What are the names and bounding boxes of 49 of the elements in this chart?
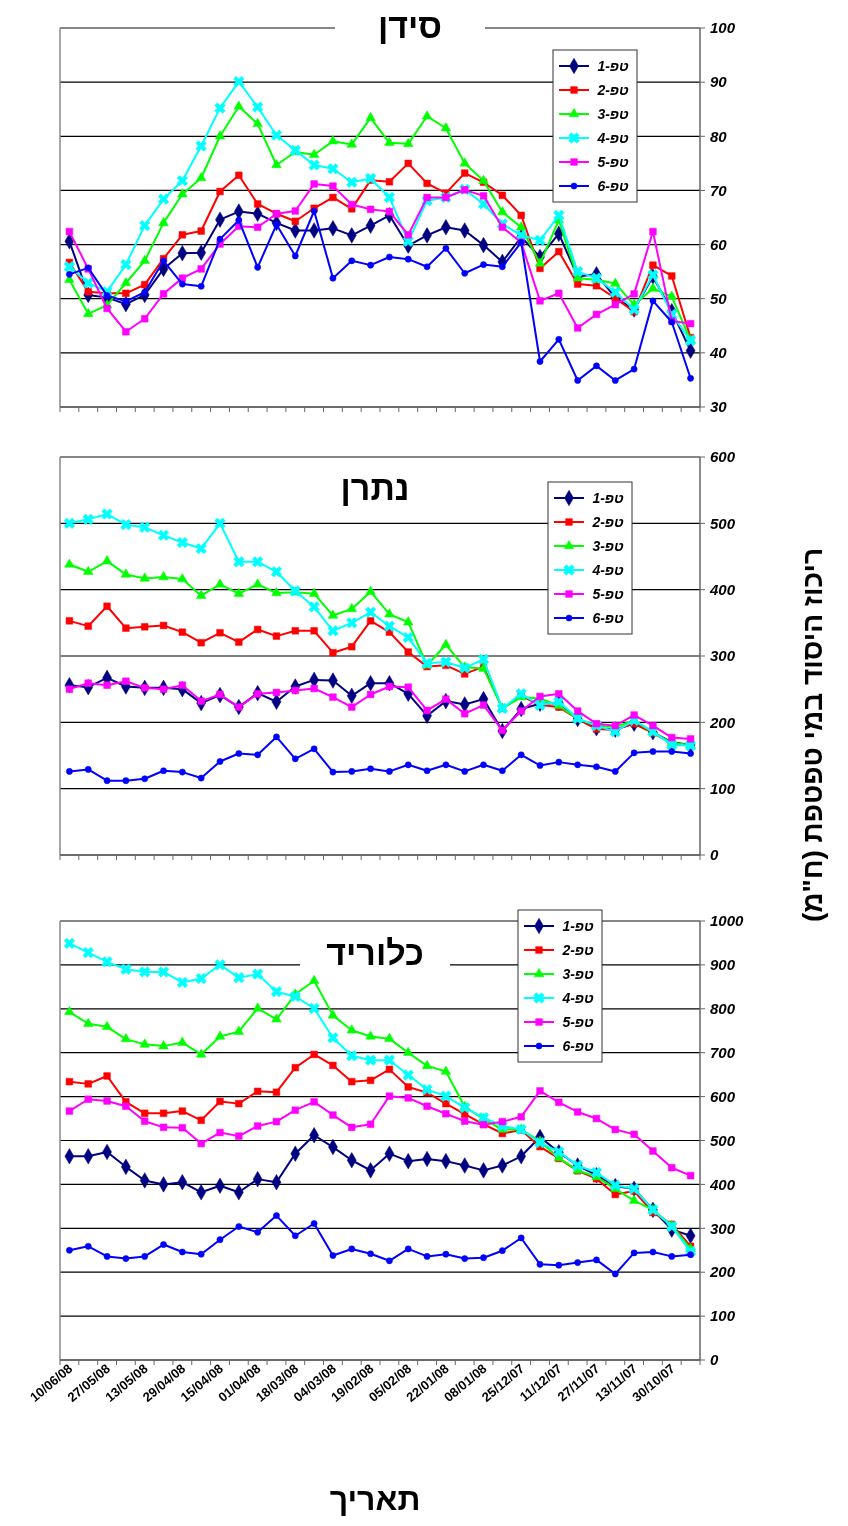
- y-tick-label: 500: [710, 514, 736, 532]
- y-tick-label: 0: [710, 846, 719, 864]
- y-tick-label: 700: [710, 1043, 736, 1061]
- legend-label: טפ-2: [591, 513, 624, 530]
- legend-label: טפ-3: [592, 537, 624, 554]
- y-tick-label: 400: [709, 1175, 736, 1193]
- y-tick-label: 60: [710, 235, 728, 253]
- legend-label: טפ-4: [561, 989, 594, 1006]
- legend-label: טפ-3: [597, 105, 629, 122]
- y-axis-title: ריכוז היסוד במי טפטפת (ח"מ): [797, 547, 828, 923]
- legend-label: טפ-3: [562, 965, 594, 982]
- legend-label: טפ-2: [596, 81, 629, 98]
- legend-label: טפ-6: [592, 609, 624, 626]
- legend-label: טפ-5: [597, 153, 629, 170]
- y-tick-label: 500: [710, 1131, 736, 1149]
- y-tick-label: 100: [710, 779, 736, 797]
- y-tick-label: 400: [709, 580, 736, 598]
- y-tick-label: 40: [709, 344, 728, 362]
- y-tick-label: 100: [710, 19, 736, 37]
- y-tick-label: 80: [710, 127, 728, 145]
- y-tick-label: 300: [710, 647, 736, 665]
- y-tick-label: 90: [710, 73, 728, 91]
- legend-label: טפ-1: [597, 57, 629, 74]
- chart-title: נתרן: [340, 469, 410, 507]
- legend-label: טפ-4: [596, 129, 629, 146]
- y-tick-label: 0: [710, 1351, 719, 1369]
- y-tick-label: 1000: [710, 912, 745, 930]
- y-tick-label: 800: [710, 1000, 736, 1018]
- y-tick-label: 70: [710, 181, 728, 199]
- y-tick-label: 300: [710, 1219, 736, 1237]
- y-tick-label: 100: [710, 1307, 736, 1325]
- legend-label: טפ-1: [562, 917, 594, 934]
- chart-title: סידן: [377, 7, 443, 45]
- y-tick-label: 200: [709, 713, 736, 731]
- legend-label: טפ-6: [562, 1037, 594, 1054]
- y-tick-label: 600: [710, 1087, 736, 1105]
- y-tick-label: 200: [709, 1263, 736, 1281]
- legend-label: טפ-2: [561, 941, 594, 958]
- y-tick-label: 50: [710, 289, 728, 307]
- y-tick-label: 600: [710, 448, 736, 466]
- legend-label: טפ-4: [591, 561, 624, 578]
- y-tick-label: 900: [710, 956, 736, 974]
- legend-label: טפ-5: [562, 1013, 594, 1030]
- legend-label: טפ-6: [597, 177, 629, 194]
- x-axis-title: תאריך: [329, 1481, 421, 1517]
- y-tick-label: 30: [710, 398, 728, 416]
- legend-label: טפ-1: [592, 489, 624, 506]
- chart-title: כלוריד: [326, 934, 424, 972]
- legend-label: טפ-5: [592, 585, 624, 602]
